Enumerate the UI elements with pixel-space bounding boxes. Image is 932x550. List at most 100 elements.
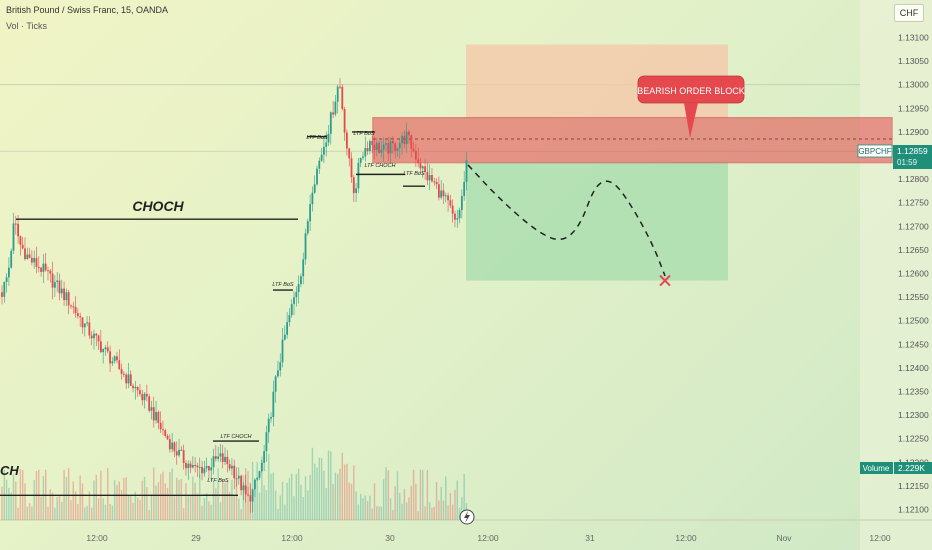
volume-bar xyxy=(5,479,8,520)
candle-body xyxy=(449,200,452,206)
candle-body xyxy=(228,464,231,469)
candle-body xyxy=(327,133,330,143)
candle-body xyxy=(279,362,282,371)
candle-body xyxy=(42,263,45,272)
candle-body xyxy=(394,143,397,151)
volume-bar xyxy=(309,475,311,520)
volume-bar xyxy=(343,464,346,520)
candle-body xyxy=(247,494,249,496)
volume-bar xyxy=(70,500,72,520)
volume-bar xyxy=(422,470,424,520)
volume-bar xyxy=(408,497,410,520)
volume-bar xyxy=(334,472,337,520)
volume-bar xyxy=(171,468,173,520)
volume-bar xyxy=(212,481,215,520)
symbol-tag-price-box xyxy=(893,145,932,169)
candle-body xyxy=(295,291,298,298)
y-tick-label: 1.12100 xyxy=(898,505,929,515)
volume-bar xyxy=(364,495,366,520)
y-tick-label: 1.12650 xyxy=(898,245,929,255)
candle-body xyxy=(421,166,424,169)
volume-bar xyxy=(8,487,10,520)
volume-bar xyxy=(224,483,226,520)
candle-body xyxy=(51,273,54,288)
candle-body xyxy=(49,270,52,274)
volume-bar xyxy=(415,483,417,520)
candle-body xyxy=(426,172,429,181)
candle-body xyxy=(79,316,82,318)
y-tick-label: 1.12300 xyxy=(898,410,929,420)
ltf-bos-label: LTF BoS xyxy=(306,135,328,141)
candle-body xyxy=(72,306,75,308)
symbol-tag-price: 1.12859 xyxy=(897,146,928,156)
volume-bar xyxy=(40,496,42,520)
candle-body xyxy=(35,257,38,267)
candle-body xyxy=(37,266,40,268)
candle-body xyxy=(104,347,107,350)
candle-body xyxy=(237,475,240,479)
volume-bar xyxy=(148,509,150,520)
volume-bar xyxy=(396,471,399,520)
volume-bar xyxy=(54,507,56,520)
x-tick-label: 12:00 xyxy=(281,533,303,543)
candle-body xyxy=(40,267,42,272)
volume-bar xyxy=(74,491,77,520)
candle-body xyxy=(203,468,206,474)
candle-body xyxy=(456,218,459,220)
candle-body xyxy=(412,148,415,152)
volume-bar xyxy=(337,473,339,520)
volume-bar xyxy=(111,505,114,520)
volume-bar xyxy=(371,508,373,520)
volume-bar xyxy=(424,506,426,520)
candle-body xyxy=(208,466,210,471)
y-tick-label: 1.12250 xyxy=(898,434,929,444)
volume-bar xyxy=(458,507,461,520)
candle-body xyxy=(106,347,109,352)
volume-bar xyxy=(380,506,383,520)
volume-bar xyxy=(146,486,148,520)
candle-body xyxy=(109,351,111,364)
x-tick-label: 31 xyxy=(585,533,595,543)
candle-body xyxy=(125,374,128,384)
volume-bar xyxy=(451,504,454,520)
candle-body xyxy=(442,190,445,197)
currency-badge[interactable]: CHF xyxy=(894,4,924,22)
volume-bar xyxy=(215,488,217,520)
candle-body xyxy=(458,210,461,219)
y-tick-label: 1.13000 xyxy=(898,80,929,90)
candle-body xyxy=(410,135,413,149)
volume-bar xyxy=(369,495,371,520)
volume-bar xyxy=(350,484,353,520)
candle-body xyxy=(60,288,63,294)
volume-bar xyxy=(173,496,176,520)
volume-bar xyxy=(123,478,125,520)
candle-body xyxy=(235,478,238,480)
volume-bar xyxy=(385,467,387,520)
volume-bar xyxy=(134,491,137,520)
volume-bar xyxy=(433,506,435,520)
volume-bar xyxy=(240,509,242,520)
volume-bar xyxy=(107,467,109,520)
volume-tag: Volume 2.229K xyxy=(860,462,932,474)
candle-body xyxy=(185,462,187,469)
candle-body xyxy=(304,233,307,260)
candle-body xyxy=(368,141,371,152)
candle-body xyxy=(437,184,440,198)
volume-bar xyxy=(261,456,263,520)
candle-body xyxy=(463,181,466,197)
candle-body xyxy=(405,131,408,144)
candle-body xyxy=(3,281,6,297)
volume-bar xyxy=(300,484,302,520)
candle-body xyxy=(460,196,463,211)
candle-body xyxy=(116,356,118,361)
volume-bar xyxy=(153,467,155,520)
volume-bar xyxy=(139,499,141,520)
candle-body xyxy=(33,257,36,263)
candle-body xyxy=(212,456,215,468)
volume-bar xyxy=(327,450,330,520)
volume-bar xyxy=(217,468,219,520)
candle-body xyxy=(111,361,114,364)
volume-bar xyxy=(65,476,68,520)
candle-body xyxy=(444,195,447,197)
